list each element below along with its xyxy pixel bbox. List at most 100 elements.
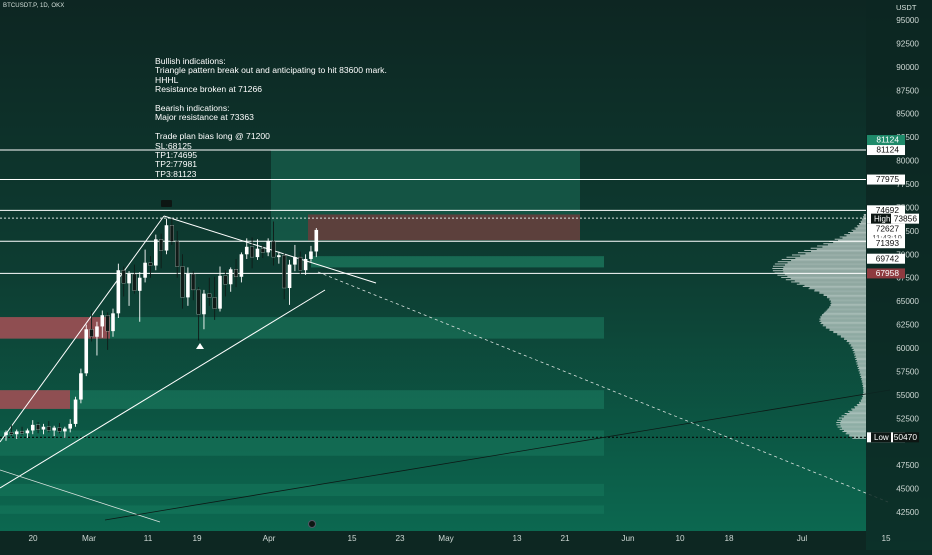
candle[interactable] [250,237,255,269]
candle[interactable] [303,254,308,275]
volume-profile-bar [844,234,866,236]
price-label[interactable]: 81124 [867,135,905,146]
candle[interactable] [111,308,115,337]
candle[interactable] [271,221,276,266]
candle[interactable] [186,267,190,306]
candle[interactable] [218,266,222,312]
candle[interactable] [309,245,313,262]
volume-profile-bar [819,291,866,293]
candle[interactable] [30,420,35,435]
candle[interactable] [36,422,41,434]
candle[interactable] [293,244,297,272]
candle[interactable] [266,238,270,257]
candle[interactable] [223,270,228,297]
candle[interactable] [180,254,185,309]
candle[interactable] [116,263,121,319]
candle[interactable] [287,259,292,305]
candle[interactable] [207,277,212,306]
candle-body [116,270,121,314]
candle[interactable] [255,239,260,260]
volume-profile-bar [772,270,866,272]
x-tick-label: 15 [347,534,357,543]
price-label[interactable]: 71393 [867,238,905,249]
candle[interactable] [73,396,78,427]
candle[interactable] [20,426,24,436]
candle[interactable] [277,251,281,264]
candle[interactable] [89,311,94,342]
candle[interactable] [202,289,206,330]
candle-body [244,246,249,255]
candle-body [271,241,276,258]
candle[interactable] [132,264,137,294]
candle[interactable] [57,422,62,434]
candle[interactable] [127,271,131,306]
candle-body [121,270,126,284]
trend-line [0,215,165,443]
volume-profile-bar [840,425,866,427]
candle-body [298,256,303,271]
candle[interactable] [298,251,303,274]
volume-profile-bar [852,409,866,411]
candle[interactable] [169,218,174,245]
candle[interactable] [137,272,142,322]
candle[interactable] [14,429,19,439]
price-label-box [867,253,905,264]
candle[interactable] [314,228,319,258]
price-label[interactable]: 81124 [867,145,905,156]
price-label[interactable]: 67958 [867,268,905,279]
candle[interactable] [175,230,180,278]
volume-profile-bar [843,338,866,340]
candle[interactable] [143,249,147,283]
candle[interactable] [260,244,265,259]
candle[interactable] [196,287,201,341]
candle[interactable] [212,276,217,320]
candle[interactable] [234,258,238,288]
candle[interactable] [164,218,169,255]
candle[interactable] [95,321,99,356]
extreme-value-label: 73856 [894,213,918,223]
candle[interactable] [9,424,14,437]
price-label-value: 72627 [876,223,900,233]
candle[interactable] [121,266,126,297]
candle[interactable] [25,428,30,438]
resistance-zone [308,214,580,241]
candle[interactable] [4,430,8,441]
candle[interactable] [148,256,153,278]
currency-label[interactable]: USDT [896,3,917,12]
volume-profile-bar [862,382,866,384]
event-marker-icon[interactable] [308,520,316,528]
volume-profile-bar [837,426,866,428]
candle[interactable] [282,253,287,300]
candle[interactable] [239,252,244,283]
x-tick-label: Jun [621,534,635,543]
candle[interactable] [105,312,110,350]
trend-line [0,289,326,489]
volume-profile-bar [833,330,866,332]
candle-body [277,255,281,258]
volume-profile-bar [852,350,866,352]
volume-profile-bar [823,312,866,314]
candle[interactable] [52,425,56,437]
candle[interactable] [100,310,105,338]
price-label[interactable]: High 73856 [867,213,919,224]
price-label[interactable]: 77975 [867,174,905,185]
candle[interactable] [68,419,72,433]
candle[interactable] [84,324,89,377]
candle[interactable] [46,421,51,433]
candle[interactable] [191,271,196,301]
price-label[interactable]: 74692 [867,205,905,216]
volume-profile-bar [848,343,866,345]
volume-profile-bar [857,362,866,364]
candle[interactable] [63,426,67,438]
candle[interactable] [79,368,83,404]
candle[interactable] [244,238,249,259]
candle[interactable] [159,233,164,269]
volume-profile-bar [844,413,866,415]
candle[interactable] [228,267,233,292]
candle[interactable] [154,234,158,271]
candle[interactable] [41,423,46,435]
price-label[interactable]: Low 50470 [867,432,919,443]
price-label[interactable]: 69742 [867,253,905,264]
